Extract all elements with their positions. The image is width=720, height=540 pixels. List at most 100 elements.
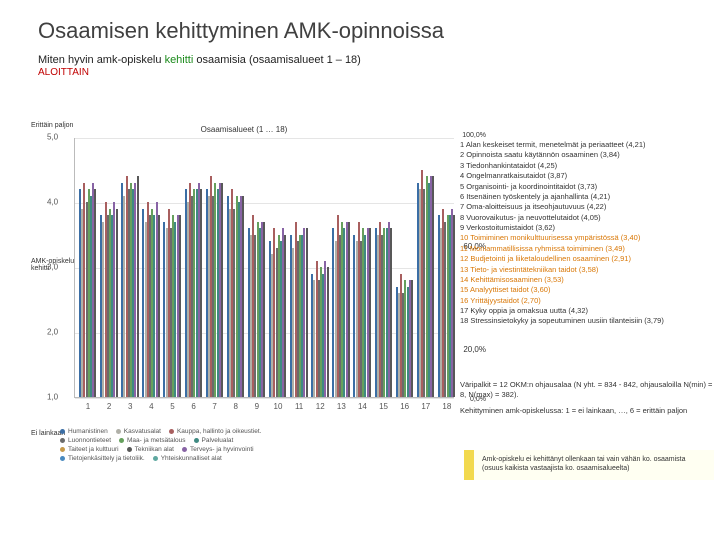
competence-item: 3 Tiedonhankintataidot (4,25) [460, 161, 714, 170]
xtick: 15 [379, 402, 388, 411]
legend-swatch [119, 438, 124, 443]
legend-swatch [60, 438, 65, 443]
xtick: 14 [358, 402, 367, 411]
competence-item: 9 Verkostoitumistaidot (3,62) [460, 223, 714, 232]
bar [221, 183, 223, 398]
callout-box: Amk-opiskelu ei kehittänyt ollenkaan tai… [464, 450, 714, 480]
legend-item: Maa- ja metsätalous [119, 437, 186, 444]
competence-item: 14 Kehittämisosaaminen (3,53) [460, 275, 714, 284]
chart-area: Osaamisalueet (1 … 18) Erittäin paljon A… [34, 125, 454, 425]
bar [242, 196, 244, 398]
bar [94, 189, 96, 397]
ytick: 4,0 [47, 198, 58, 207]
competence-item: 10 Toimiminen monikulttuurisessa ympäris… [460, 233, 714, 242]
xtick: 18 [442, 402, 451, 411]
legend-item: Terveys- ja hyvinvointi [182, 446, 254, 453]
legend-swatch [60, 429, 65, 434]
subtitle-post: osaamisia (osaamisalueet 1 – 18) [193, 54, 361, 66]
aloittain-label: ALOITTAIN [0, 66, 720, 78]
bar [453, 215, 455, 397]
xtick: 8 [234, 402, 238, 411]
legend-item: Luonnontieteet [60, 437, 111, 444]
bar [369, 228, 371, 397]
xtick: 11 [295, 402, 303, 411]
bar [200, 189, 202, 397]
main-title: Osaamisen kehittyminen AMK-opinnoissa [0, 0, 720, 50]
xtick: 3 [128, 402, 132, 411]
bar [348, 222, 350, 398]
bar [411, 280, 413, 397]
right-axis-top: 100,0% [462, 132, 486, 139]
legend-label: Tekniikan alat [135, 446, 174, 453]
legend-swatch [127, 447, 132, 452]
legend-item: Humanistinen [60, 428, 108, 435]
bar [137, 176, 139, 397]
xtick: 13 [337, 402, 346, 411]
subtitle-green: kehitti [165, 54, 194, 66]
competence-list: 1 Alan keskeiset termit, menetelmät ja p… [460, 140, 714, 327]
competence-item: 13 Tieto- ja viestintätekniikan taidot (… [460, 265, 714, 274]
subtitle-pre: Miten hyvin amk-opiskelu [38, 54, 165, 66]
legend-swatch [153, 456, 158, 461]
competence-item: 4 Ongelmanratkaisutaidot (3,87) [460, 171, 714, 180]
competence-item: 2 Opinnoista saatu käytännön osaaminen (… [460, 150, 714, 159]
xtick: 2 [107, 402, 111, 411]
notes: Väripalkit = 12 OKM:n ohjausalaa (N yht.… [460, 380, 714, 415]
right-axis-low: 20,0% [463, 345, 486, 354]
legend-swatch [116, 429, 121, 434]
legend-label: Kauppa, hallinto ja oikeustiet. [177, 428, 262, 435]
competence-item: 12 Budjetointi ja liiketaloudellinen osa… [460, 254, 714, 263]
bar [390, 228, 392, 397]
bar [432, 176, 434, 397]
legend-swatch [194, 438, 199, 443]
legend-label: Maa- ja metsätalous [127, 437, 186, 444]
competence-item: 16 Yrittäjyystaidot (2,70) [460, 296, 714, 305]
legend-swatch [182, 447, 187, 452]
bar [179, 215, 181, 397]
xtick: 6 [191, 402, 195, 411]
legend-label: Yhteiskunnalliset alat [161, 455, 222, 462]
xtick: 9 [255, 402, 259, 411]
ytick: 3,0 [47, 263, 58, 272]
note-2: Kehittyminen amk-opiskelussa: 1 = ei lai… [460, 406, 714, 416]
xtick: 7 [212, 402, 216, 411]
gridline [75, 138, 454, 139]
ytick: 1,0 [47, 393, 58, 402]
subtitle: Miten hyvin amk-opiskelu kehitti osaamis… [0, 50, 720, 66]
ytick: 2,0 [47, 328, 58, 337]
legend-label: Kasvatusalat [124, 428, 161, 435]
bar [158, 215, 160, 397]
competence-item: 17 Kyky oppia ja omaksua uutta (4,32) [460, 306, 714, 315]
xtick: 12 [316, 402, 325, 411]
legend-label: Taiteet ja kulttuuri [68, 446, 119, 453]
xtick: 16 [400, 402, 409, 411]
note-1: Väripalkit = 12 OKM:n ohjausalaa (N yht.… [460, 380, 714, 400]
xtick: 17 [421, 402, 430, 411]
y-caption-top: Erittäin paljon [31, 122, 73, 129]
legend-swatch [60, 447, 65, 452]
bar [263, 222, 265, 398]
competence-item: 5 Organisointi- ja koordinointitaidot (3… [460, 182, 714, 191]
legend-swatch [169, 429, 174, 434]
legend-item: Yhteiskunnalliset alat [153, 455, 222, 462]
legend-item: Taiteet ja kulttuuri [60, 446, 119, 453]
competence-item: 18 Stressinsietokyky ja sopeutuminen uus… [460, 316, 714, 325]
competence-item: 1 Alan keskeiset termit, menetelmät ja p… [460, 140, 714, 149]
legend-item: Kasvatusalat [116, 428, 161, 435]
bar-plot: Erittäin paljon AMK-opiskelu kehitti Ei … [74, 138, 454, 398]
competence-item: 11 Moniammatillisissa ryhmissä toimimine… [460, 244, 714, 253]
bar [284, 235, 286, 398]
xtick: 4 [149, 402, 153, 411]
competence-item: 7 Oma-aloitteisuus ja itseohjautuvuus (4… [460, 202, 714, 211]
competence-item: 6 Itsenäinen työskentely ja ajanhallinta… [460, 192, 714, 201]
xtick: 1 [86, 402, 90, 411]
legend-item: Kauppa, hallinto ja oikeustiet. [169, 428, 262, 435]
legend-item: Palvelualat [194, 437, 234, 444]
legend-swatch [60, 456, 65, 461]
xtick: 10 [274, 402, 283, 411]
legend-label: Luonnontieteet [68, 437, 111, 444]
legend-item: Tietojenkäsittely ja tietoliik. [60, 455, 145, 462]
legend: Humanistinen Kasvatusalat Kauppa, hallinto… [60, 428, 440, 464]
bar [116, 209, 118, 398]
bar [306, 228, 308, 397]
